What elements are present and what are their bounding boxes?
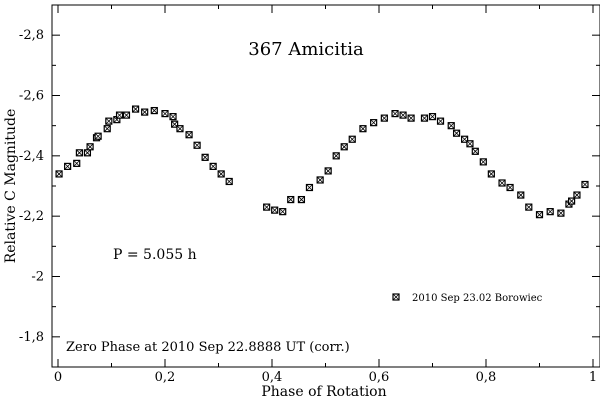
data-point: [141, 108, 149, 116]
data-point: [370, 119, 378, 127]
y-tick-label: -2,8: [19, 28, 44, 43]
x-axis-title: Phase of Rotation: [261, 384, 386, 400]
data-point: [263, 203, 271, 211]
data-point: [225, 177, 233, 186]
data-point: [359, 125, 367, 133]
data-point: [340, 143, 348, 151]
y-tick-label: -2,4: [19, 149, 44, 164]
y-tick-label: -2,2: [19, 209, 44, 224]
data-point: [407, 114, 415, 122]
data-point: [581, 180, 589, 189]
data-point: [122, 111, 131, 119]
data-point: [115, 111, 124, 119]
axis-ticks: [52, 5, 600, 368]
y-tick-label: -2,6: [19, 89, 44, 104]
data-point: [209, 162, 217, 170]
data-point: [150, 106, 158, 115]
data-point: [348, 135, 356, 143]
x-tick-label: 0: [54, 370, 62, 385]
data-point: [506, 183, 514, 192]
data-point: [201, 153, 209, 161]
x-tick-labels: 0 0,2 0,4 0,6 0,8 1: [54, 370, 597, 385]
data-points: [55, 105, 589, 219]
chart-title: 367 Amicitia: [248, 39, 364, 60]
data-point: [176, 125, 184, 133]
data-point: [217, 170, 225, 178]
data-point: [55, 170, 63, 178]
x-tick-label: 0,6: [369, 370, 390, 385]
y-tick-label: -1,8: [19, 330, 44, 345]
data-point: [517, 191, 525, 199]
data-point: [498, 179, 506, 187]
legend-marker-cross-b: [392, 293, 400, 301]
y-tick-labels: -1,8 -2 -2,2 -2,4 -2,6 -2,8: [19, 28, 44, 345]
y-tick-label: -2: [31, 270, 44, 285]
data-point: [94, 132, 102, 140]
data-point: [86, 143, 94, 151]
data-point: [391, 109, 399, 118]
legend-label: 2010 Sep 23.02 Borowiec: [412, 293, 543, 304]
data-point: [557, 209, 565, 217]
y-axis-title: Relative C Magnitude: [3, 109, 19, 264]
data-point: [185, 131, 193, 139]
x-tick-label: 0,2: [155, 370, 176, 385]
data-point: [324, 167, 332, 175]
data-point: [447, 122, 455, 130]
zero-phase-annotation: Zero Phase at 2010 Sep 22.8888 UT (corr.…: [66, 340, 350, 355]
data-point: [428, 113, 437, 121]
data-point: [161, 109, 169, 118]
data-point: [105, 117, 113, 125]
data-point: [567, 197, 576, 205]
data-point: [479, 158, 487, 166]
data-point: [75, 149, 84, 157]
data-point: [380, 114, 388, 122]
x-tick-label: 0,8: [476, 370, 497, 385]
data-point: [420, 114, 429, 122]
data-point: [466, 140, 474, 148]
data-point: [279, 208, 287, 216]
data-point: [271, 206, 279, 214]
data-point: [525, 203, 533, 211]
data-point: [471, 147, 479, 155]
data-point: [452, 129, 461, 137]
data-point: [103, 125, 111, 133]
data-point: [83, 149, 92, 157]
data-point: [287, 195, 295, 204]
data-point: [305, 183, 314, 192]
data-point: [573, 191, 581, 199]
data-point: [487, 170, 495, 178]
data-point: [436, 117, 445, 125]
data-point: [193, 141, 201, 149]
x-tick-label: 0,4: [262, 370, 283, 385]
data-point: [332, 152, 340, 160]
data-point: [169, 113, 177, 121]
data-point: [535, 211, 544, 219]
data-point: [297, 195, 306, 204]
period-annotation: P = 5.055 h: [113, 247, 197, 263]
data-point: [399, 111, 407, 119]
data-point: [546, 208, 554, 216]
x-tick-label: 1: [589, 370, 597, 385]
legend: 2010 Sep 23.02 Borowiec: [392, 293, 543, 304]
data-point: [64, 162, 72, 170]
data-point: [73, 159, 81, 167]
data-point: [131, 105, 140, 113]
data-point: [316, 176, 324, 184]
